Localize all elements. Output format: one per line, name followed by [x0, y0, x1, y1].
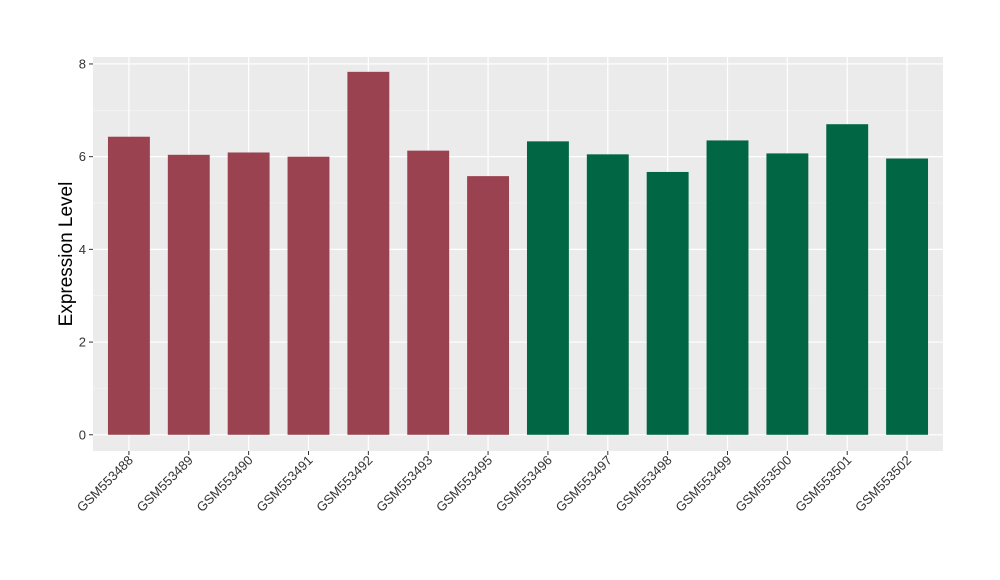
x-tick-label: GSM553500 — [732, 453, 794, 515]
bar — [526, 141, 569, 435]
plot-panel — [93, 57, 943, 451]
x-tick-label: GSM553493 — [373, 453, 435, 515]
x-tick-label: GSM553488 — [74, 453, 136, 515]
bar — [646, 171, 689, 435]
bar — [826, 124, 869, 435]
bar — [407, 150, 450, 435]
x-tick-label: GSM553501 — [792, 453, 854, 515]
x-tick-label: GSM553489 — [134, 453, 196, 515]
bar — [467, 176, 510, 435]
bars — [107, 71, 929, 435]
bar — [227, 152, 270, 435]
x-tick-label: GSM553491 — [253, 453, 315, 515]
bar — [586, 154, 629, 435]
x-tick-label: GSM553490 — [194, 453, 256, 515]
bar — [107, 136, 150, 435]
x-tick-label: GSM553492 — [313, 453, 375, 515]
y-axis-title: Expression Level — [56, 182, 77, 327]
x-axis: GSM553488GSM553489GSM553490GSM553491GSM5… — [74, 451, 914, 515]
y-tick-label: 4 — [79, 242, 86, 257]
y-axis: 0 2 4 6 8 — [79, 56, 93, 442]
x-tick-label: GSM553497 — [553, 453, 615, 515]
y-tick-label: 6 — [79, 149, 86, 164]
y-tick-label: 2 — [79, 335, 86, 350]
x-tick-label: GSM553498 — [613, 453, 675, 515]
x-tick-label: GSM553499 — [672, 453, 734, 515]
bar — [347, 71, 390, 435]
x-tick-label: GSM553495 — [433, 453, 495, 515]
bar — [766, 153, 809, 435]
x-tick-label: GSM553496 — [493, 453, 555, 515]
bar — [287, 156, 330, 435]
y-tick-label: 8 — [79, 56, 86, 71]
bar — [706, 140, 749, 435]
y-tick-label: 0 — [79, 427, 86, 442]
x-tick-label: GSM553502 — [852, 453, 914, 515]
bar — [167, 154, 210, 435]
bar — [886, 158, 929, 435]
